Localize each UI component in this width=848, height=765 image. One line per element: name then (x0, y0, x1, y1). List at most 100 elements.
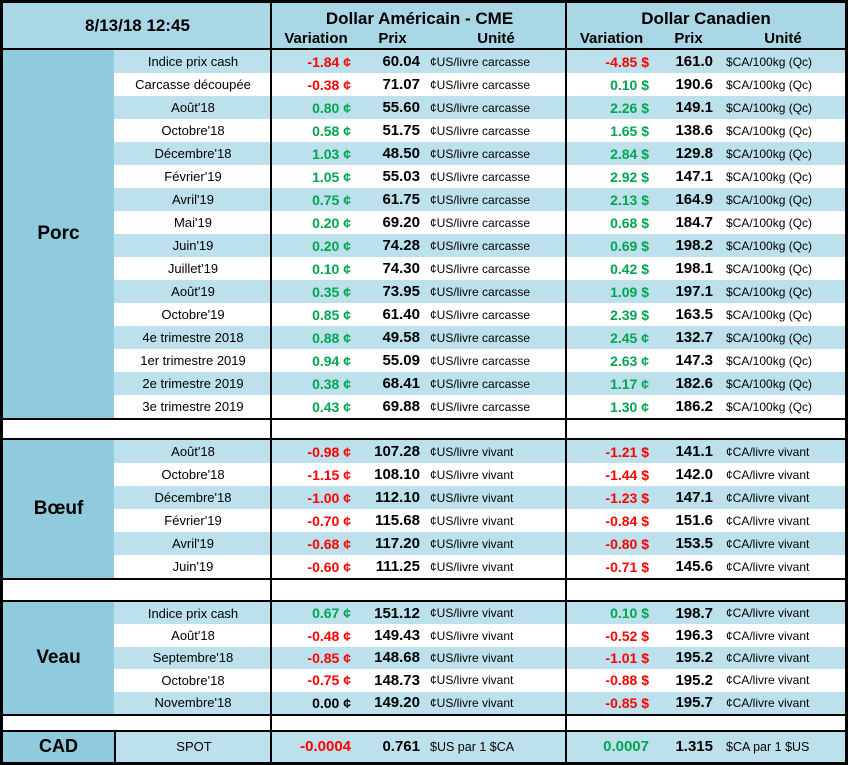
usd-variation-header: Variation (284, 29, 348, 47)
usd-variation-cell: -0.75 ¢ (272, 669, 360, 692)
usd-variation-cell: -0.60 ¢ (272, 555, 360, 578)
cad-unit-cell: ¢CA/livre vivant (721, 486, 845, 509)
cad-variation-cell: -1.21 $ (567, 440, 656, 463)
usd-variation-cell: 0.80 ¢ (272, 96, 360, 119)
cad-unit-cell: ¢CA/livre vivant (721, 624, 845, 647)
usd-unit-cell: $US par 1 $CA (425, 731, 567, 762)
usd-price-cell: 74.28 (360, 234, 425, 257)
section-porc: Porc Indice prix cash -1.84 ¢ 60.04 ¢US/livr… (3, 50, 845, 420)
usd-price-cell: 55.60 (360, 96, 425, 119)
cad-price-cell: 147.1 (656, 486, 721, 509)
usd-variation-cell: 0.20 ¢ (272, 211, 360, 234)
cad-variation-cell: -1.01 $ (567, 646, 656, 670)
cad-unit-cell: ¢CA/livre vivant (721, 440, 845, 463)
table-header: 8/13/18 12:45 Dollar Américain - CME Dol… (3, 3, 845, 50)
usd-prix-header: Prix (378, 29, 407, 47)
usd-price-cell: 48.50 (360, 142, 425, 165)
usd-variation-cell: 0.38 ¢ (272, 372, 360, 395)
usd-unit-cell: ¢US/livre carcasse (425, 119, 567, 142)
usd-price-cell: 61.40 (360, 303, 425, 326)
usd-unit-cell: ¢US/livre carcasse (425, 303, 567, 326)
cad-unit-cell: ¢CA/livre vivant (721, 602, 845, 625)
cad-variation-cell: -0.88 $ (567, 669, 656, 692)
usd-price-cell: 60.04 (360, 50, 425, 73)
usd-variation-cell: 0.88 ¢ (272, 326, 360, 349)
report-timestamp: 8/13/18 12:45 (85, 15, 190, 35)
table-body: Porc Indice prix cash -1.84 ¢ 60.04 ¢US/livr… (3, 50, 845, 762)
row-label-cell: Indice prix cash (114, 50, 272, 73)
usd-unit-cell: ¢US/livre carcasse (425, 188, 567, 211)
usd-price-cell: 69.88 (360, 395, 425, 418)
cad-variation-cell: -0.80 $ (567, 532, 656, 555)
group-divider-left (270, 3, 272, 762)
usd-unit-cell: ¢US/livre carcasse (425, 326, 567, 349)
cad-price-cell: 142.0 (656, 463, 721, 486)
cad-price-cell: 147.3 (656, 349, 721, 372)
usd-price-cell: 55.03 (360, 165, 425, 188)
cad-unit-cell: $CA/100kg (Qc) (721, 234, 845, 257)
cad-unit-cell: $CA/100kg (Qc) (721, 349, 845, 372)
cad-variation-cell: 2.92 $ (567, 165, 656, 188)
usd-price-cell: 51.75 (360, 119, 425, 142)
row-label-cell: 3e trimestre 2019 (114, 395, 272, 418)
cad-variation-cell: 2.84 $ (567, 142, 656, 165)
row-label-cell: Août'18 (114, 96, 272, 119)
cad-unit-cell: $CA/100kg (Qc) (721, 280, 845, 303)
row-label-cell: 2e trimestre 2019 (114, 372, 272, 395)
cad-unit-cell: $CA par 1 $US (721, 731, 845, 762)
usd-variation-cell: 0.10 ¢ (272, 257, 360, 280)
row-label-cell: Septembre'18 (114, 646, 272, 670)
cad-variation-cell: -1.23 $ (567, 486, 656, 509)
cad-variation-cell: 1.30 ¢ (567, 395, 656, 418)
cad-unit-cell: $CA/100kg (Qc) (721, 142, 845, 165)
cad-price-cell: 197.1 (656, 280, 721, 303)
cad-variation-cell: -4.85 $ (567, 50, 656, 73)
row-label-cell: 1er trimestre 2019 (114, 349, 272, 372)
cad-unit-cell: $CA/100kg (Qc) (721, 119, 845, 142)
cad-prix-header: Prix (674, 29, 703, 47)
usd-variation-cell: 0.75 ¢ (272, 188, 360, 211)
usd-price-cell: 149.43 (360, 624, 425, 647)
cad-unit-cell: ¢CA/livre vivant (721, 669, 845, 692)
row-label-cell: Août'19 (114, 280, 272, 303)
usd-unit-cell: ¢US/livre carcasse (425, 96, 567, 119)
cad-variation-cell: 0.68 $ (567, 211, 656, 234)
cad-price-cell: 182.6 (656, 372, 721, 395)
usd-unit-cell: ¢US/livre carcasse (425, 50, 567, 73)
cad-unit-cell: ¢CA/livre vivant (721, 646, 845, 670)
row-label-cell: Novembre'18 (114, 691, 272, 714)
cad-unite-header: Unité (764, 29, 802, 47)
cad-price-cell: 198.2 (656, 234, 721, 257)
usd-unit-cell: ¢US/livre vivant (425, 463, 567, 486)
usd-variation-cell: -1.15 ¢ (272, 463, 360, 486)
usd-variation-cell: 0.35 ¢ (272, 280, 360, 303)
usd-variation-cell: 0.43 ¢ (272, 395, 360, 418)
cad-variation-cell: 2.45 ¢ (567, 326, 656, 349)
section-cad: CAD SPOT -0.0004 0.761 $US par 1 $CA 0.0007 1.… (3, 729, 845, 762)
row-label-cell: Octobre'18 (114, 119, 272, 142)
row-label-cell: Carcasse découpée (114, 73, 272, 96)
usd-variation-cell: -1.84 ¢ (272, 50, 360, 73)
row-label-cell: Août'18 (114, 624, 272, 647)
section-veau: Veau Indice prix cash 0.67 ¢ 151.12 ¢US/livr… (3, 600, 845, 716)
cad-unit-cell: $CA/100kg (Qc) (721, 188, 845, 211)
usd-unit-cell: ¢US/livre carcasse (425, 349, 567, 372)
section-title: Bœuf (3, 440, 114, 578)
cad-price-cell: 198.1 (656, 257, 721, 280)
cad-unit-cell: ¢CA/livre vivant (721, 532, 845, 555)
usd-unit-cell: ¢US/livre carcasse (425, 395, 567, 418)
cad-unit-cell: $CA/100kg (Qc) (721, 372, 845, 395)
usd-price-cell: 151.12 (360, 602, 425, 625)
usd-unit-cell: ¢US/livre carcasse (425, 142, 567, 165)
cad-variation-cell: 1.09 $ (567, 280, 656, 303)
row-label-cell: Juillet'19 (114, 257, 272, 280)
usd-unit-cell: ¢US/livre carcasse (425, 73, 567, 96)
usd-variation-cell: 1.05 ¢ (272, 165, 360, 188)
usd-variation-cell: 0.94 ¢ (272, 349, 360, 372)
section-title: CAD (3, 731, 114, 762)
usd-unit-cell: ¢US/livre vivant (425, 440, 567, 463)
cad-variation-cell: 2.63 ¢ (567, 349, 656, 372)
cad-unit-cell: $CA/100kg (Qc) (721, 73, 845, 96)
usd-variation-cell: 0.58 ¢ (272, 119, 360, 142)
